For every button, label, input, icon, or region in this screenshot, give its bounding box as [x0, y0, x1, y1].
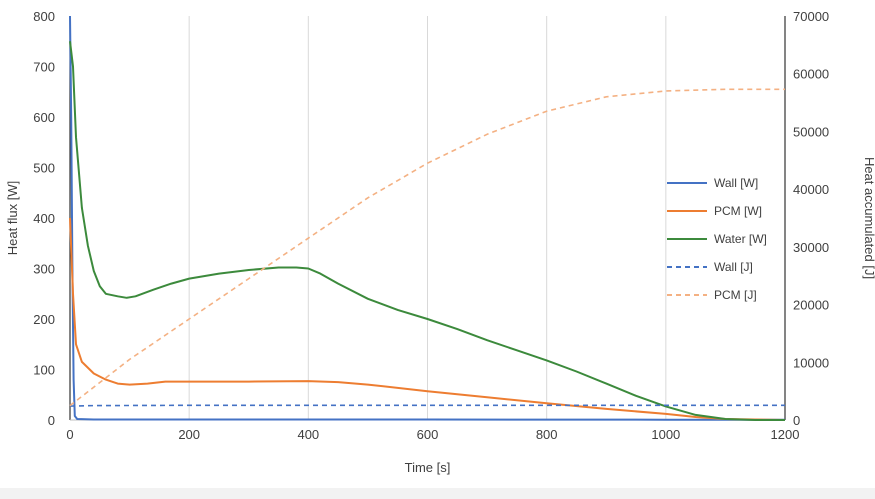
y2-tick-label: 20000 — [793, 298, 829, 313]
series-line-wall-j — [69, 404, 785, 407]
legend-label-wall-w: Wall [W] — [714, 176, 758, 190]
grid-layer — [188, 16, 786, 420]
x-tick-label: 1200 — [771, 427, 800, 442]
y-tick-label: 800 — [33, 9, 55, 24]
legend-label-wall-j: Wall [J] — [714, 260, 753, 274]
legend-label-pcm-w: PCM [W] — [714, 204, 762, 218]
y2-axis-title: Heat accumulated [J] — [862, 157, 875, 279]
y-axis-title: Heat flux [W] — [5, 181, 20, 255]
y2-tick-label: 10000 — [793, 355, 829, 370]
y-tick-label: 100 — [33, 363, 55, 378]
y-tick-label: 400 — [33, 211, 55, 226]
x-tick-label: 800 — [536, 427, 558, 442]
y2-tick-label: 70000 — [793, 9, 829, 24]
legend: Wall [W] PCM [W] Water [W] Wall [J] PCM [J] — [667, 176, 767, 302]
x-tick-label: 600 — [417, 427, 439, 442]
y2-tick-label: 30000 — [793, 240, 829, 255]
line-chart: 0 200 400 600 800 1000 12000100200300400500600… — [5, 9, 875, 475]
y2-tick-label: 0 — [793, 413, 800, 428]
x-tick-label: 400 — [297, 427, 319, 442]
tick-label-layer: 0 200 400 600 800 1000 12000100200300400500600… — [33, 9, 829, 442]
series-layer — [69, 15, 786, 421]
legend-label-pcm-j: PCM [J] — [714, 288, 757, 302]
x-axis-title: Time [s] — [405, 460, 451, 475]
x-tick-label: 200 — [178, 427, 200, 442]
bottom-border-strip — [0, 488, 875, 499]
series-line-pcm-w — [69, 217, 786, 421]
y2-tick-label: 50000 — [793, 124, 829, 139]
series-line-water-w — [69, 41, 785, 421]
series-line-wall-w — [69, 15, 785, 421]
y-tick-label: 700 — [33, 60, 55, 75]
y-tick-label: 0 — [48, 413, 55, 428]
y2-tick-label: 60000 — [793, 67, 829, 82]
legend-label-water-w: Water [W] — [714, 232, 767, 246]
y-tick-label: 300 — [33, 262, 55, 277]
y2-tick-label: 40000 — [793, 182, 829, 197]
y-tick-label: 500 — [33, 161, 55, 176]
x-tick-label: 1000 — [651, 427, 680, 442]
series-line-pcm-j — [69, 88, 785, 407]
y-tick-label: 600 — [33, 110, 55, 125]
y-tick-label: 200 — [33, 312, 55, 327]
x-tick-label: 0 — [66, 427, 73, 442]
